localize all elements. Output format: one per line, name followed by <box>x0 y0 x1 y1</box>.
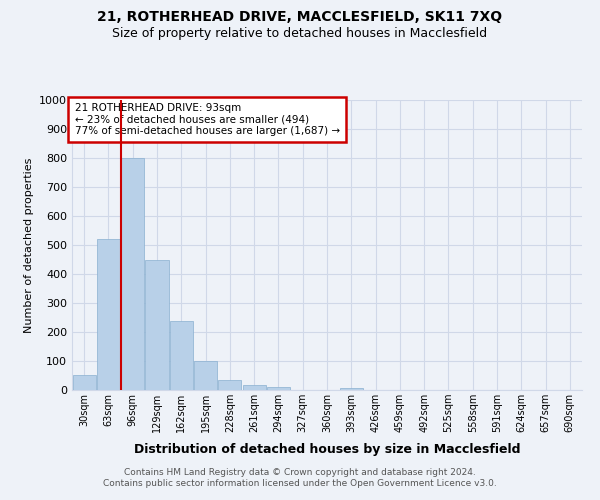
Bar <box>242 385 266 390</box>
Bar <box>267 387 290 390</box>
Bar <box>194 361 217 390</box>
Bar <box>145 260 169 390</box>
Bar <box>97 239 120 390</box>
Text: Contains HM Land Registry data © Crown copyright and database right 2024.
Contai: Contains HM Land Registry data © Crown c… <box>103 468 497 487</box>
Bar <box>218 380 241 390</box>
Y-axis label: Number of detached properties: Number of detached properties <box>23 158 34 332</box>
Bar <box>170 321 193 390</box>
Bar <box>121 158 144 390</box>
Bar <box>73 375 95 390</box>
Text: 21, ROTHERHEAD DRIVE, MACCLESFIELD, SK11 7XQ: 21, ROTHERHEAD DRIVE, MACCLESFIELD, SK11… <box>97 10 503 24</box>
Text: Size of property relative to detached houses in Macclesfield: Size of property relative to detached ho… <box>112 28 488 40</box>
Text: Distribution of detached houses by size in Macclesfield: Distribution of detached houses by size … <box>134 442 520 456</box>
Bar <box>340 388 363 390</box>
Text: 21 ROTHERHEAD DRIVE: 93sqm
← 23% of detached houses are smaller (494)
77% of sem: 21 ROTHERHEAD DRIVE: 93sqm ← 23% of deta… <box>74 103 340 136</box>
